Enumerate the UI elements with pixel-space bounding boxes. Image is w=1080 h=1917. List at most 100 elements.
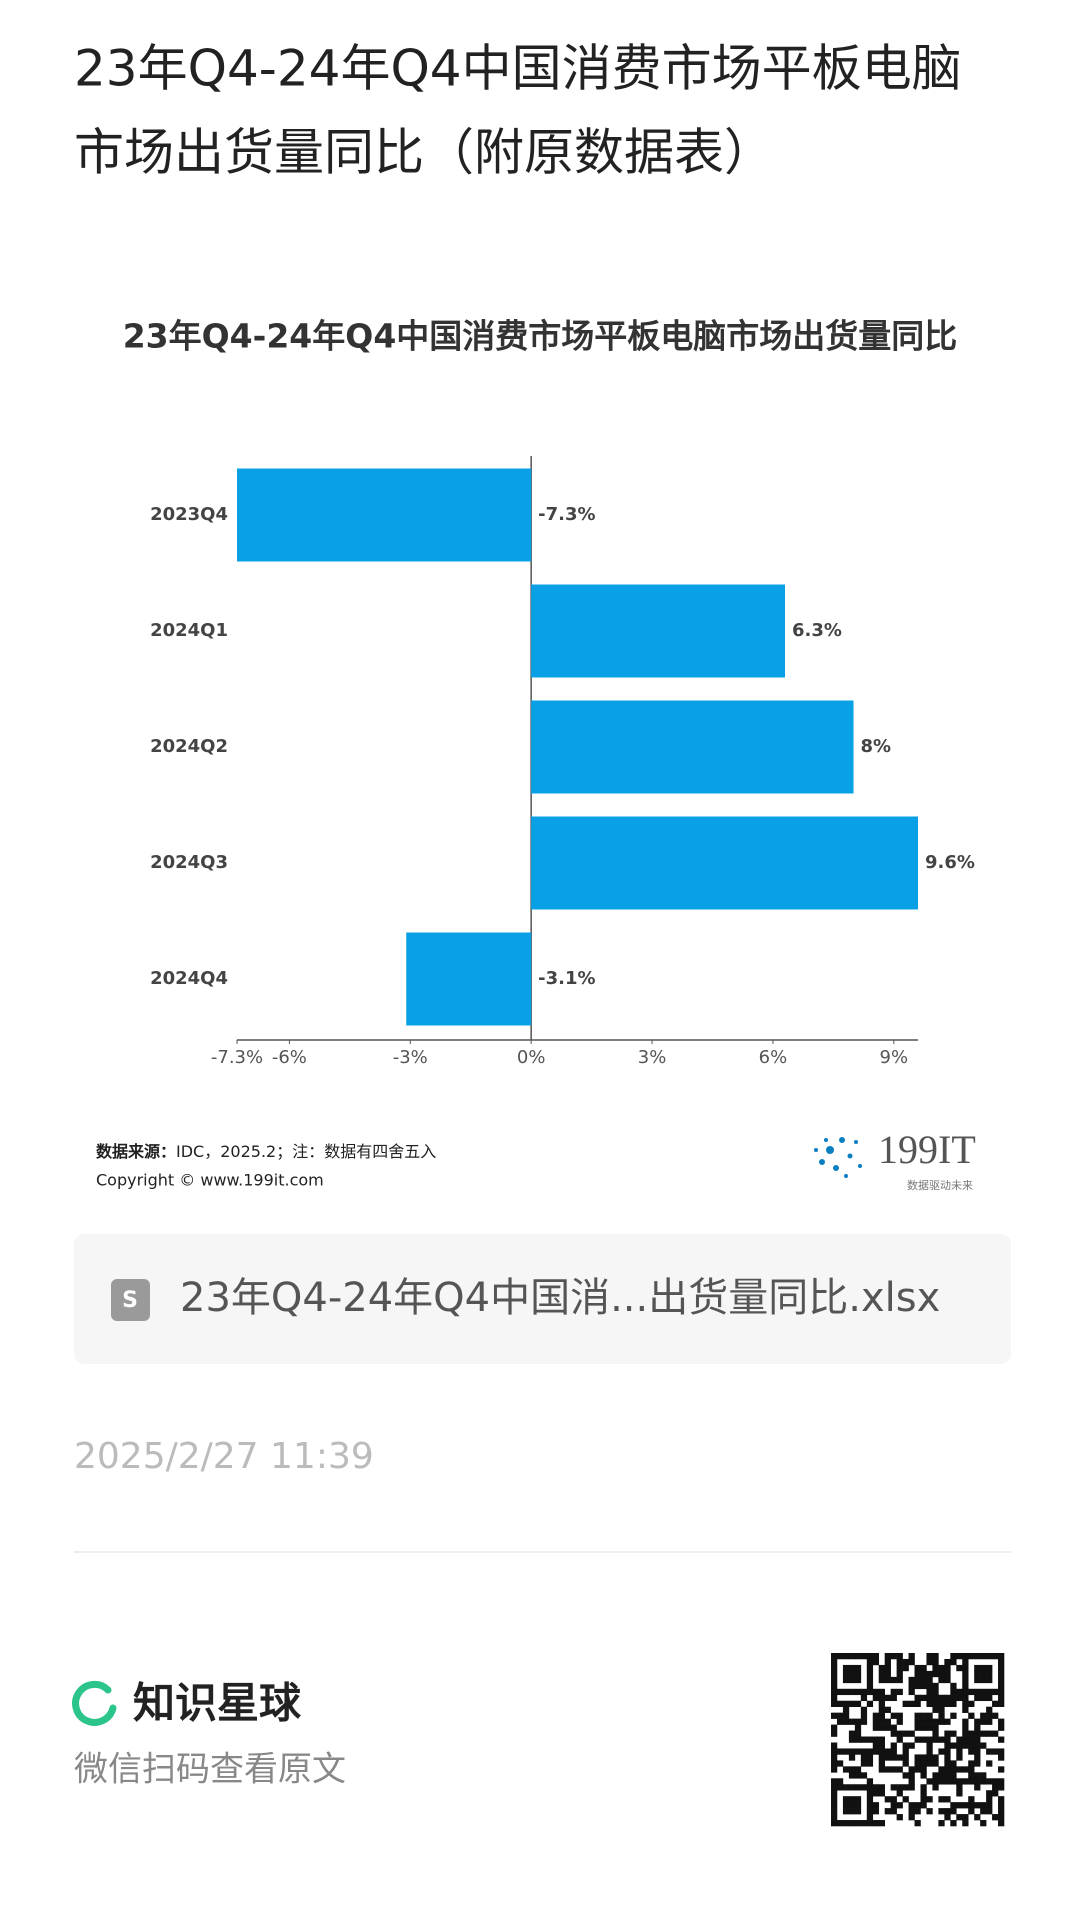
- qr-module: [986, 1688, 993, 1696]
- qr-module: [902, 1784, 909, 1791]
- qr-module: [962, 1653, 969, 1660]
- qr-module: [950, 1694, 957, 1702]
- file-card[interactable]: [74, 1234, 1011, 1364]
- qr-module: [836, 1778, 844, 1785]
- qr-module: [944, 1718, 951, 1725]
- qr-module: [974, 1653, 981, 1660]
- qr-module: [831, 1778, 838, 1785]
- qr-module: [842, 1808, 850, 1815]
- qr-module: [998, 1754, 1005, 1761]
- qr-module: [854, 1784, 862, 1791]
- qr-module: [938, 1694, 945, 1702]
- qr-module: [831, 1790, 838, 1797]
- qr-module: [944, 1814, 951, 1821]
- qr-module: [831, 1730, 838, 1737]
- qr-module: [992, 1700, 999, 1707]
- chart-title: 23年Q4-24年Q4中国消费市场平板电脑市场出货量同比: [123, 317, 958, 356]
- qr-module: [974, 1742, 981, 1749]
- qr-module: [986, 1653, 993, 1660]
- qr-module: [962, 1718, 969, 1725]
- qr-module: [926, 1682, 933, 1690]
- qr-module: [866, 1682, 874, 1690]
- qr-module: [974, 1772, 981, 1779]
- qr-module: [854, 1820, 862, 1827]
- qr-module: [926, 1808, 933, 1815]
- qr-module: [914, 1808, 921, 1815]
- qr-module: [926, 1724, 933, 1731]
- qr-module: [842, 1688, 850, 1696]
- qr-module: [896, 1784, 903, 1791]
- qr-module: [950, 1653, 957, 1660]
- qr-module: [866, 1676, 874, 1684]
- qr-module: [956, 1766, 963, 1773]
- qr-module: [842, 1766, 850, 1773]
- qr-module: [938, 1676, 945, 1684]
- qr-module: [908, 1742, 915, 1749]
- qr-module: [932, 1694, 939, 1702]
- qr-module: [836, 1718, 844, 1725]
- qr-module: [980, 1742, 987, 1749]
- file-name[interactable]: 23年Q4-24年Q4中国消...出货量同比.xlsx: [180, 1275, 940, 1321]
- qr-module: [914, 1736, 921, 1743]
- qr-module: [908, 1730, 915, 1737]
- bar: [531, 816, 918, 910]
- qr-module: [950, 1682, 957, 1690]
- qr-module: [848, 1748, 856, 1755]
- qr-module: [854, 1802, 862, 1809]
- qr-module: [878, 1754, 885, 1761]
- source-text: IDC，2025.2；注：数据有四舍五入: [176, 1142, 436, 1161]
- qr-module: [950, 1742, 957, 1749]
- qr-module: [896, 1676, 903, 1684]
- qr-module: [974, 1784, 981, 1791]
- qr-module: [908, 1653, 915, 1660]
- qr-module: [878, 1712, 885, 1719]
- qr-module: [980, 1718, 987, 1725]
- qr-module: [854, 1730, 862, 1737]
- qr-module: [908, 1784, 915, 1791]
- qr-module: [848, 1820, 856, 1827]
- qr-module: [884, 1676, 891, 1684]
- qr-module: [842, 1820, 850, 1827]
- qr-module: [908, 1676, 915, 1684]
- qr-module: [890, 1676, 897, 1684]
- qr-module: [962, 1730, 969, 1737]
- qr-module: [854, 1700, 862, 1707]
- qr-module: [938, 1670, 945, 1678]
- qr-module: [962, 1742, 969, 1749]
- qr-module: [866, 1658, 874, 1666]
- qr-module: [962, 1820, 969, 1827]
- qr-module: [872, 1748, 880, 1755]
- qr-module: [831, 1808, 838, 1815]
- qr-module: [968, 1808, 975, 1815]
- qr-module: [938, 1778, 945, 1785]
- qr-module: [956, 1814, 963, 1821]
- qr-module: [974, 1730, 981, 1737]
- qr-module: [968, 1802, 975, 1809]
- qr-module: [836, 1784, 844, 1791]
- qr-module: [831, 1814, 838, 1821]
- qr-module: [980, 1730, 987, 1737]
- qr-module: [986, 1712, 993, 1719]
- qr-module: [938, 1820, 945, 1827]
- qr-module: [980, 1664, 987, 1672]
- qr-module: [878, 1718, 885, 1725]
- qr-module: [944, 1766, 951, 1773]
- qr-module: [890, 1730, 897, 1737]
- qr-module: [854, 1766, 862, 1773]
- qr-module: [831, 1664, 838, 1672]
- qr-module: [836, 1748, 844, 1755]
- qr-module: [974, 1736, 981, 1743]
- qr-module: [920, 1766, 927, 1773]
- qr-module: [842, 1712, 850, 1719]
- qr-module: [992, 1784, 999, 1791]
- qr-module: [842, 1664, 850, 1672]
- qr-module: [848, 1754, 856, 1761]
- qr-module: [831, 1796, 838, 1803]
- qr-module: [944, 1664, 951, 1672]
- qr-module: [860, 1820, 868, 1827]
- qr-module: [842, 1700, 850, 1707]
- qr-module: [992, 1688, 999, 1696]
- qr-module: [896, 1712, 903, 1719]
- qr-module: [998, 1814, 1005, 1821]
